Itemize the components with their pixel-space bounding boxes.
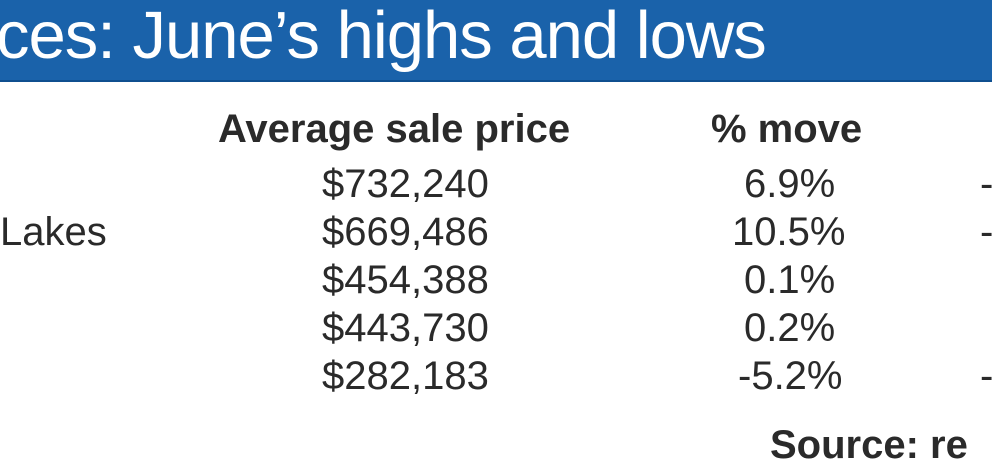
column-header-percent-move: % move [711, 107, 863, 151]
table-cell-region: Lakes [0, 210, 107, 254]
table-cell-move: 0.2% [744, 306, 836, 350]
table-cell-price: $282,183 [322, 354, 489, 398]
table-cell-extra: - [980, 162, 992, 206]
table-cell-price: $454,388 [322, 258, 489, 302]
table-cell-move: -5.2% [738, 354, 843, 398]
source-note: Source: re [770, 423, 968, 467]
table-cell-price: $443,730 [322, 306, 489, 350]
table-cell-extra: - [980, 354, 992, 398]
table-cell-price: $669,486 [322, 210, 489, 254]
table-cell-move: 6.9% [744, 162, 836, 206]
title-banner: ces: June’s highs and lows [0, 0, 992, 82]
table-cell-extra: - [980, 210, 992, 254]
table-cell-move: 10.5% [732, 210, 846, 254]
chart-title: ces: June’s highs and lows [0, 0, 767, 73]
column-header-average-sale-price: Average sale price [218, 107, 571, 151]
table-cell-move: 0.1% [744, 258, 836, 302]
table-cell-price: $732,240 [322, 162, 489, 206]
